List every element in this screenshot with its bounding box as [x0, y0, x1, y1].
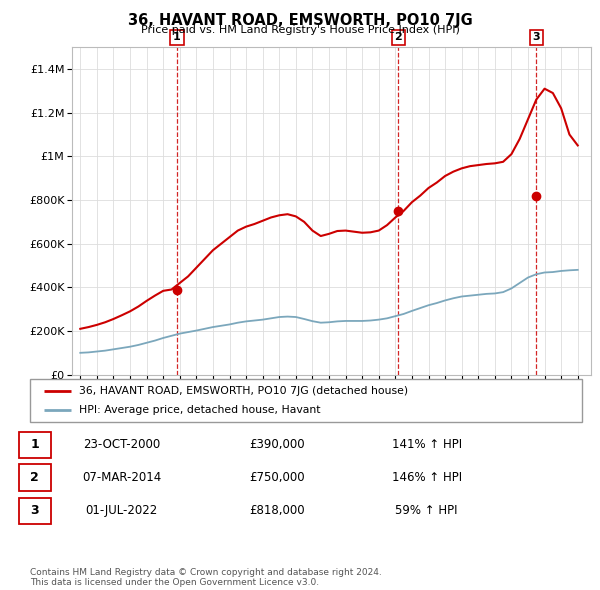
Text: 3: 3 [31, 504, 39, 517]
Text: 1: 1 [31, 438, 39, 451]
Text: £818,000: £818,000 [249, 504, 305, 517]
FancyBboxPatch shape [19, 497, 50, 524]
Text: HPI: Average price, detached house, Havant: HPI: Average price, detached house, Hava… [79, 405, 320, 415]
FancyBboxPatch shape [30, 379, 582, 422]
Text: 23-OCT-2000: 23-OCT-2000 [83, 438, 160, 451]
Text: 141% ↑ HPI: 141% ↑ HPI [392, 438, 462, 451]
Text: Price paid vs. HM Land Registry's House Price Index (HPI): Price paid vs. HM Land Registry's House … [140, 25, 460, 35]
FancyBboxPatch shape [19, 432, 50, 458]
Text: 36, HAVANT ROAD, EMSWORTH, PO10 7JG: 36, HAVANT ROAD, EMSWORTH, PO10 7JG [128, 13, 472, 28]
Text: 01-JUL-2022: 01-JUL-2022 [85, 504, 158, 517]
Text: Contains HM Land Registry data © Crown copyright and database right 2024.
This d: Contains HM Land Registry data © Crown c… [30, 568, 382, 587]
Text: 2: 2 [394, 32, 402, 42]
Text: £750,000: £750,000 [249, 471, 305, 484]
Text: 2: 2 [31, 471, 39, 484]
FancyBboxPatch shape [19, 464, 50, 490]
Text: 1: 1 [173, 32, 181, 42]
Text: £390,000: £390,000 [249, 438, 305, 451]
Text: 3: 3 [532, 32, 540, 42]
Text: 36, HAVANT ROAD, EMSWORTH, PO10 7JG (detached house): 36, HAVANT ROAD, EMSWORTH, PO10 7JG (det… [79, 386, 408, 396]
Text: 59% ↑ HPI: 59% ↑ HPI [395, 504, 458, 517]
Text: 07-MAR-2014: 07-MAR-2014 [82, 471, 161, 484]
Text: 146% ↑ HPI: 146% ↑ HPI [392, 471, 462, 484]
